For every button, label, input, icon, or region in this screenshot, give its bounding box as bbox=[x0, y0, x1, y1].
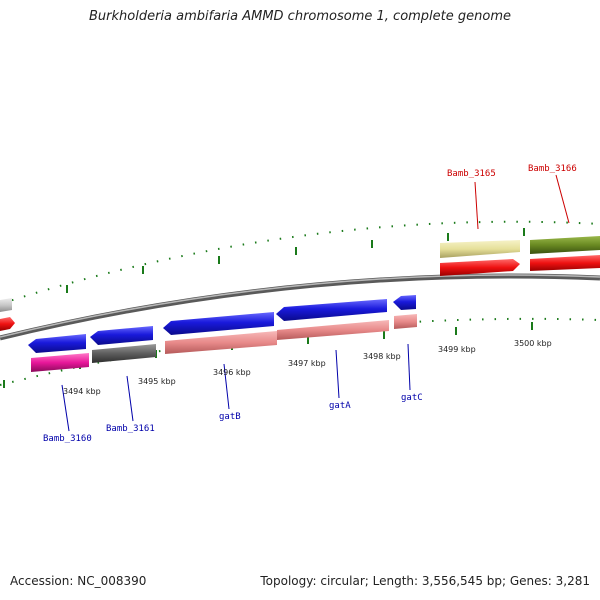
kbp-label-3500: 3500 kbp bbox=[514, 339, 552, 348]
gene-Bamb_3161-block[interactable] bbox=[90, 326, 156, 363]
gene-label-Bamb_3160[interactable]: Bamb_3160 bbox=[43, 434, 92, 444]
callout-line-gatB bbox=[223, 363, 230, 410]
callout-line-Bamb_3166 bbox=[555, 174, 570, 224]
gene-Bamb_3165-block[interactable] bbox=[440, 240, 520, 276]
gene-label-gatC[interactable]: gatC bbox=[401, 393, 423, 403]
gene-Bamb_3166-block[interactable] bbox=[530, 236, 600, 271]
callout-line-gatC bbox=[407, 343, 411, 391]
gene-label-gatB[interactable]: gatB bbox=[219, 412, 241, 422]
gene-gatC-block[interactable] bbox=[393, 295, 417, 329]
callout-line-Bamb_3165 bbox=[474, 181, 479, 230]
accession-text: Accession: NC_008390 bbox=[10, 574, 147, 588]
gene-label-Bamb_3165[interactable]: Bamb_3165 bbox=[447, 169, 496, 179]
genome-summary-text: Topology: circular; Length: 3,556,545 bp… bbox=[260, 574, 590, 588]
kbp-label-3495: 3495 kbp bbox=[138, 377, 176, 386]
kbp-label-3498: 3498 kbp bbox=[363, 352, 401, 361]
gene-label-gatA[interactable]: gatA bbox=[329, 401, 351, 411]
kbp-label-3497: 3497 kbp bbox=[288, 359, 326, 368]
gene-label-Bamb_3166[interactable]: Bamb_3166 bbox=[528, 164, 577, 174]
chromosome-backbone bbox=[0, 273, 600, 341]
gene-gatA-block[interactable] bbox=[276, 299, 389, 340]
kbp-label-3499: 3499 kbp bbox=[438, 345, 476, 354]
genome-title: Burkholderia ambifaria AMMD chromosome 1… bbox=[88, 9, 512, 24]
gene-gatB-block[interactable] bbox=[163, 312, 277, 354]
callout-line-Bamb_3160 bbox=[61, 384, 70, 432]
outer-major-ticks bbox=[66, 228, 525, 293]
kbp-label-3496: 3496 kbp bbox=[213, 368, 251, 377]
kbp-label-3494: 3494 kbp bbox=[63, 387, 101, 396]
callout-line-Bamb_3161 bbox=[126, 375, 134, 422]
callout-line-gatA bbox=[335, 349, 340, 399]
gene-Bamb_3160-block[interactable] bbox=[28, 334, 89, 372]
gene-left-edge-block[interactable] bbox=[0, 298, 15, 331]
gene-label-Bamb_3161[interactable]: Bamb_3161 bbox=[106, 424, 155, 434]
